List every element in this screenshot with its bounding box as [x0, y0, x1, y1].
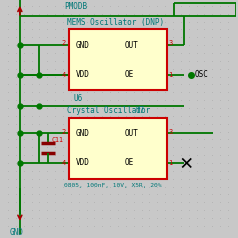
Text: OE: OE	[125, 159, 134, 168]
Text: OE: OE	[125, 70, 134, 79]
Text: OUT: OUT	[125, 129, 139, 138]
Text: 2: 2	[62, 129, 66, 134]
Text: C11: C11	[51, 137, 63, 143]
Text: U6: U6	[74, 94, 83, 103]
Text: OUT: OUT	[125, 41, 139, 50]
Text: VDD: VDD	[76, 70, 90, 79]
Text: 1: 1	[168, 160, 172, 166]
Text: PMODB: PMODB	[64, 2, 87, 11]
Text: 1: 1	[168, 72, 172, 78]
Text: 4: 4	[62, 72, 66, 78]
Text: MEMS Oscillator (DNP): MEMS Oscillator (DNP)	[67, 18, 164, 26]
Bar	[69, 118, 167, 179]
Text: GND: GND	[10, 228, 24, 237]
Text: U7: U7	[136, 106, 145, 115]
Text: 3: 3	[168, 129, 172, 134]
Text: VDD: VDD	[76, 159, 90, 168]
Text: 0805, 100nF, 10V, X5R, 20%: 0805, 100nF, 10V, X5R, 20%	[64, 183, 162, 188]
Text: GND: GND	[76, 129, 90, 138]
Text: OSC: OSC	[195, 70, 208, 79]
Text: 3: 3	[168, 40, 172, 46]
Bar	[69, 30, 167, 90]
Text: Crystal Oscillator: Crystal Oscillator	[67, 106, 150, 115]
Text: 2: 2	[62, 40, 66, 46]
Text: GND: GND	[76, 41, 90, 50]
Text: 4: 4	[62, 160, 66, 166]
